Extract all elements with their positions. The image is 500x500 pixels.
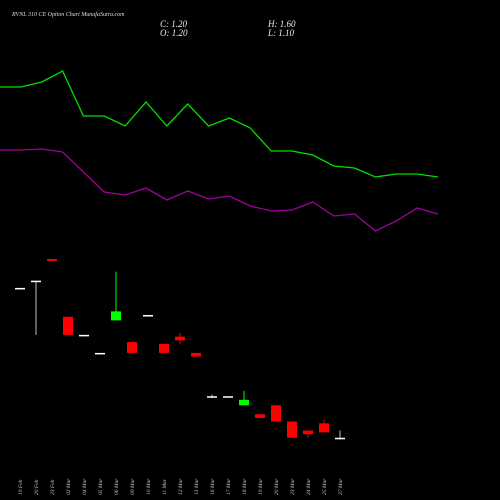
candle-body <box>143 315 153 317</box>
candle-body <box>255 414 265 418</box>
candle-body <box>175 336 185 341</box>
x-tick-label: 19 Feb <box>18 479 24 495</box>
candle-body <box>31 280 41 283</box>
x-tick-label: 24 Mar <box>305 478 312 495</box>
high-label: H: 1.60 <box>267 19 296 29</box>
candle-body <box>287 421 297 438</box>
candle-body <box>207 396 217 398</box>
line-series <box>0 70 439 178</box>
candle-body <box>63 316 73 335</box>
candle-body <box>335 437 345 440</box>
candle-body <box>159 343 169 353</box>
candle-body <box>223 396 233 398</box>
x-tick-label: 19 Mar <box>258 478 264 495</box>
candle-body <box>191 352 201 357</box>
candle-body <box>15 287 25 290</box>
candle-body <box>127 342 137 353</box>
x-tick-label: 02 Mar <box>66 478 72 495</box>
x-tick-label: 04 Mar <box>81 478 88 495</box>
candle-body <box>95 352 105 355</box>
x-tick-label: 12 Mar <box>178 478 184 495</box>
candle-body <box>79 334 89 337</box>
candle-body <box>303 430 313 435</box>
candle-body <box>319 423 329 433</box>
candle-body <box>239 399 249 406</box>
x-tick-label: 20 Mar <box>274 478 280 495</box>
x-tick-label: 16 Mar <box>210 478 216 495</box>
x-tick-label: 25 Mar <box>322 478 328 495</box>
line-series <box>0 148 439 232</box>
candle-body <box>111 311 121 321</box>
x-tick-label: 18 Mar <box>242 478 248 495</box>
x-tick-label: 17 Mar <box>226 478 232 495</box>
x-tick-label: 05 Mar <box>98 478 104 495</box>
x-tick-label: 09 Mar <box>130 478 136 495</box>
x-tick-label: 20 Feb <box>34 479 40 495</box>
open-label: O: 1.20 <box>160 28 188 38</box>
x-tick-label: 13 Mar <box>194 478 200 495</box>
close-label: C: 1.20 <box>160 19 188 29</box>
candle-body <box>271 405 281 422</box>
x-tick-label: 10 Mar <box>146 478 152 495</box>
candle-body <box>47 259 57 261</box>
x-tick-label: 11 Mar <box>162 478 168 495</box>
x-tick-label: 23 Feb <box>50 479 56 495</box>
low-label: L: 1.10 <box>267 28 295 38</box>
x-tick-label: 27 Mar <box>338 478 344 495</box>
x-tick-label: 06 Mar <box>114 478 120 495</box>
chart-title: RVNL 310 CE Option Chart MunafaSutra.com <box>11 11 125 18</box>
x-tick-label: 23 Mar <box>290 478 296 495</box>
